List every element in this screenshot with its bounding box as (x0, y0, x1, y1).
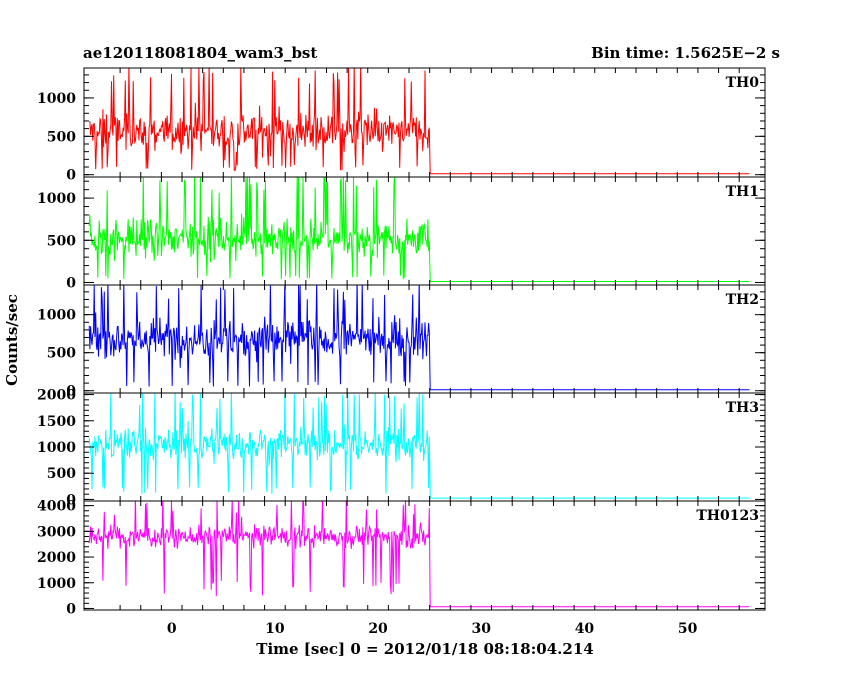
y-tick-label: 2000 (37, 388, 76, 404)
y-tick-label: 0 (66, 601, 76, 617)
y-tick-label: 500 (47, 233, 76, 249)
x-tick-label: 10 (265, 621, 285, 637)
panel-frame (83, 392, 766, 502)
y-tick-label: 0 (66, 492, 76, 508)
panel-th0: 0 500 1000 TH0 (37, 67, 766, 184)
panel-label: TH2 (726, 292, 759, 308)
panel-th0123: 0 1000 2000 3000 4000 TH0123 (37, 499, 766, 617)
y-tick-label: 1000 (37, 191, 76, 207)
y-tick-label: 3000 (37, 524, 76, 540)
x-axis-title: Time [sec] 0 = 2012/01/18 08:18:04.214 (256, 640, 593, 658)
bin-time-label: Bin time: 1.5625E−2 s (591, 44, 780, 62)
y-tick-label: 2000 (37, 550, 76, 566)
series-line-th0 (89, 68, 750, 175)
series-line-th0123 (88, 501, 750, 608)
panel-th3: 0 500 1000 1500 2000 TH3 (37, 388, 766, 508)
y-tick-label: 500 (47, 346, 76, 362)
y-tick-label: 1000 (37, 576, 76, 592)
x-tick-label: 30 (472, 621, 492, 637)
panel-label: TH0123 (696, 508, 759, 524)
x-tick-label: 40 (575, 621, 595, 637)
panels: 0 500 1000 TH0 0 500 1000 TH1 0 500 1000 TH2 0 500 100… (37, 67, 766, 617)
series-line-th1 (88, 177, 750, 282)
panel-label: TH3 (726, 400, 759, 416)
y-tick-label: 1000 (37, 91, 76, 107)
panel-label: TH0 (726, 75, 760, 91)
y-tick-label: 1000 (37, 440, 76, 456)
y-tick-label: 1500 (37, 414, 76, 430)
panel-label: TH1 (726, 184, 759, 200)
y-tick-label: 0 (66, 384, 76, 400)
x-tick-label: 20 (368, 621, 388, 637)
x-tick-label: 50 (678, 621, 698, 637)
series-line-th2 (88, 285, 750, 391)
y-tick-label: 1000 (37, 308, 76, 324)
y-tick-label: 0 (66, 168, 76, 184)
y-tick-label: 4000 (37, 499, 76, 515)
x-axis: 0 10 20 30 40 50 (167, 621, 698, 637)
panel-frame (83, 500, 766, 611)
y-axis-title: Counts/sec (3, 294, 21, 386)
y-tick-label: 500 (47, 466, 76, 482)
x-tick-label: 0 (167, 621, 177, 637)
chart-title: ae120118081804_wam3_bst (83, 44, 317, 62)
panel-th2: 0 500 1000 TH2 (37, 284, 766, 400)
y-tick-label: 500 (47, 129, 76, 145)
series-line-th3 (88, 393, 750, 499)
y-tick-label: 0 (66, 275, 76, 291)
panel-th1: 0 500 1000 TH1 (37, 176, 766, 291)
